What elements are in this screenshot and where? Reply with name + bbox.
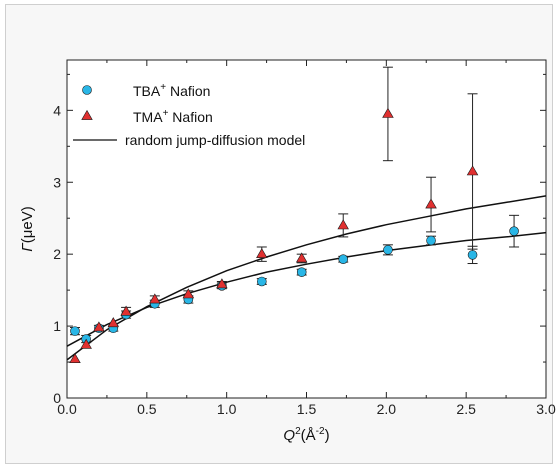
data-point-tba-0 bbox=[70, 326, 80, 336]
x-tick-label-6: 3.0 bbox=[536, 401, 556, 417]
x-tick-label-0: 0.0 bbox=[57, 401, 77, 417]
x-axis-title: Q2(Å-2) bbox=[283, 426, 329, 444]
y-tick-label-1: 1 bbox=[53, 318, 61, 334]
legend: TBA+ Nafion TMA+ Nafion random jump-diff… bbox=[73, 82, 305, 148]
data-point-tba-10 bbox=[338, 254, 349, 265]
data-point-tba-12 bbox=[426, 235, 436, 246]
data-point-tma-8 bbox=[256, 248, 268, 259]
legend-label-tma: TMA+ Nafion bbox=[133, 108, 213, 125]
data-point-tma-12 bbox=[425, 198, 437, 209]
model-curve-tma bbox=[66, 195, 547, 361]
x-tick-label-5: 2.5 bbox=[456, 401, 476, 417]
y-tick-label-0: 0 bbox=[53, 390, 61, 406]
data-point-tma-7 bbox=[216, 278, 228, 289]
data-point-tma-6 bbox=[182, 288, 195, 299]
data-point-tba-9 bbox=[296, 267, 307, 277]
x-tick-label-3: 1.5 bbox=[297, 401, 317, 417]
data-point-tma-9 bbox=[295, 252, 308, 263]
y-tick-label-3: 3 bbox=[53, 174, 61, 190]
data-point-tma-4 bbox=[120, 305, 132, 316]
data-point-tma-3 bbox=[107, 317, 120, 328]
legend-marker-tma bbox=[81, 109, 93, 120]
legend-label-tba: TBA+ Nafion bbox=[133, 82, 210, 99]
data-point-tma-5 bbox=[149, 293, 161, 304]
legend-marker-tba bbox=[82, 85, 92, 95]
data-point-tma-2 bbox=[93, 321, 105, 332]
x-tick-label-1: 0.5 bbox=[137, 401, 157, 417]
y-tick-label-4: 4 bbox=[53, 102, 61, 118]
model-curves bbox=[66, 195, 547, 361]
y-tick-label-2: 2 bbox=[53, 246, 61, 262]
data-point-tba-8 bbox=[256, 276, 267, 287]
data-markers bbox=[69, 107, 519, 364]
data-point-tba-13 bbox=[467, 250, 478, 260]
y-axis-title: Γ(μeV) bbox=[19, 206, 36, 252]
x-tick-label-2: 1.0 bbox=[217, 401, 237, 417]
axis-ticks: 0.0 0.5 1.0 1.5 2.0 2.5 3.0 0 1 2 3 4 bbox=[53, 60, 556, 417]
plot-area bbox=[66, 59, 547, 399]
data-point-tma-13 bbox=[466, 165, 479, 176]
x-tick-label-4: 2.0 bbox=[377, 401, 397, 417]
data-point-tba-14 bbox=[509, 226, 519, 236]
data-point-tma-1 bbox=[80, 338, 92, 349]
data-point-tma-10 bbox=[337, 219, 349, 230]
data-point-tma-11 bbox=[382, 107, 394, 118]
data-point-tma-0 bbox=[69, 353, 81, 364]
legend-label-model: random jump-diffusion model bbox=[125, 132, 305, 148]
data-point-tba-11 bbox=[383, 245, 393, 255]
